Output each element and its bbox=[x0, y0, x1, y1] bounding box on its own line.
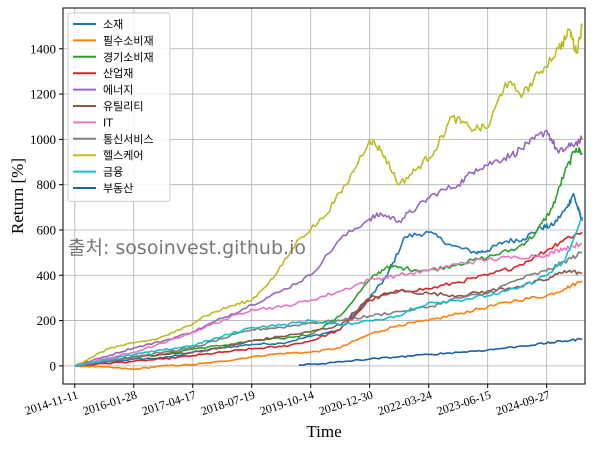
legend-label: 필수소비재 bbox=[103, 34, 154, 47]
x-tick-label: 2017-04-17 bbox=[140, 388, 198, 419]
legend-label: 헬스케어 bbox=[103, 149, 143, 162]
legend-label: 소재 bbox=[103, 18, 123, 31]
series-layer bbox=[74, 23, 583, 371]
legend-label: 유틸리티 bbox=[103, 100, 143, 113]
series-line-3 bbox=[74, 231, 583, 367]
y-axis-label: Return [%] bbox=[8, 158, 27, 234]
series-line-1 bbox=[74, 280, 583, 371]
legend-label: 부동산 bbox=[103, 182, 133, 195]
x-tick-label: 2022-03-24 bbox=[376, 388, 434, 419]
plot-frame bbox=[62, 7, 586, 385]
series-line-9 bbox=[74, 218, 583, 367]
legend-label: 경기소비재 bbox=[103, 51, 154, 64]
x-axis-label: Time bbox=[306, 422, 341, 441]
watermark-text: 출처: sosoinvest.github.io bbox=[68, 237, 306, 259]
y-tick-label: 1400 bbox=[30, 41, 56, 56]
x-tick-label: 2019-10-14 bbox=[258, 388, 316, 419]
x-tick-label: 2023-06-15 bbox=[435, 388, 493, 419]
series-line-8 bbox=[74, 23, 583, 367]
y-tick-label: 800 bbox=[37, 177, 57, 192]
y-tick-label: 1000 bbox=[30, 132, 56, 147]
legend-label: 에너지 bbox=[103, 84, 133, 97]
x-tick-label: 2020-12-30 bbox=[317, 388, 375, 419]
series-line-6 bbox=[74, 241, 583, 367]
y-tick-label: 600 bbox=[37, 222, 57, 237]
y-tick-label: 1200 bbox=[30, 87, 56, 102]
x-tick-label: 2024-09-27 bbox=[494, 388, 552, 419]
legend-label: 금융 bbox=[103, 166, 123, 179]
legend-label: 통신서비스 bbox=[103, 133, 154, 146]
y-tick-label: 200 bbox=[37, 313, 57, 328]
series-line-4 bbox=[74, 129, 583, 367]
series-line-7 bbox=[74, 251, 583, 367]
series-line-2 bbox=[74, 146, 583, 367]
x-tick-label: 2014-11-11 bbox=[23, 388, 80, 418]
x-tick-label: 2018-07-19 bbox=[199, 388, 257, 419]
legend-label: IT bbox=[103, 116, 113, 129]
legend-label: 산업재 bbox=[103, 67, 133, 80]
x-tick-label: 2016-01-28 bbox=[81, 388, 139, 419]
y-tick-label: 0 bbox=[50, 358, 57, 373]
series-line-10 bbox=[298, 337, 583, 367]
y-tick-label: 400 bbox=[37, 268, 57, 283]
